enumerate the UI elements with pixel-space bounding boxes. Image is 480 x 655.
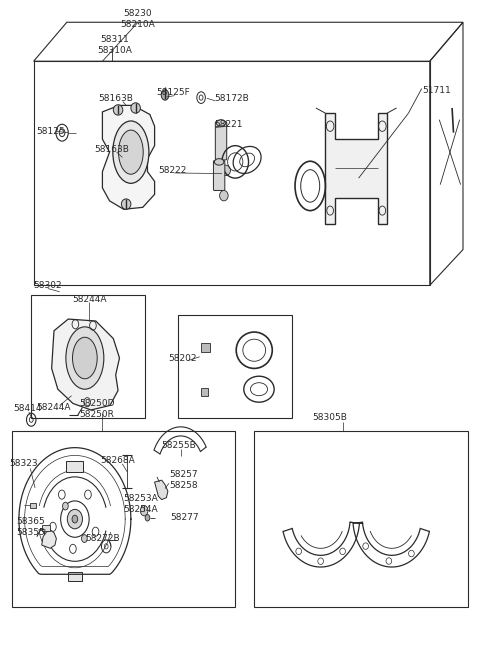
FancyBboxPatch shape xyxy=(214,160,225,191)
Bar xyxy=(31,295,145,419)
Text: 58202: 58202 xyxy=(168,354,196,363)
Text: 51711: 51711 xyxy=(423,86,451,95)
Ellipse shape xyxy=(215,159,224,165)
Polygon shape xyxy=(52,319,120,410)
Bar xyxy=(68,572,82,582)
Text: 58163B: 58163B xyxy=(98,94,133,103)
Bar xyxy=(201,388,208,396)
Ellipse shape xyxy=(67,510,83,529)
Ellipse shape xyxy=(216,120,226,126)
Ellipse shape xyxy=(72,337,97,379)
Bar xyxy=(66,460,84,472)
Text: 58268A: 58268A xyxy=(100,456,135,465)
Ellipse shape xyxy=(140,506,148,516)
Text: 58365
58355: 58365 58355 xyxy=(16,517,45,537)
Polygon shape xyxy=(102,105,155,210)
Ellipse shape xyxy=(82,534,87,542)
Text: 58302: 58302 xyxy=(34,281,62,290)
Text: 58244A: 58244A xyxy=(37,403,71,412)
Ellipse shape xyxy=(62,502,68,510)
Ellipse shape xyxy=(66,327,104,389)
Ellipse shape xyxy=(119,130,143,174)
FancyBboxPatch shape xyxy=(216,122,227,160)
Text: 58414: 58414 xyxy=(13,404,42,413)
Ellipse shape xyxy=(145,515,150,521)
Text: 58125: 58125 xyxy=(36,127,64,136)
Text: 58221: 58221 xyxy=(214,121,242,130)
Polygon shape xyxy=(42,530,56,548)
Text: 58163B: 58163B xyxy=(95,145,129,154)
Text: 58305B: 58305B xyxy=(312,413,348,422)
Text: 58255B: 58255B xyxy=(161,441,196,450)
Polygon shape xyxy=(155,480,168,500)
Text: 58323: 58323 xyxy=(9,459,37,468)
Text: 58257
58258: 58257 58258 xyxy=(169,470,197,490)
Text: 58222: 58222 xyxy=(158,166,187,176)
Text: 58244A: 58244A xyxy=(72,295,107,304)
Ellipse shape xyxy=(221,165,230,176)
Bar xyxy=(201,343,210,352)
Text: 58311
58310A: 58311 58310A xyxy=(97,35,132,55)
Text: 58277: 58277 xyxy=(170,513,198,521)
Text: 58272B: 58272B xyxy=(85,534,120,543)
Ellipse shape xyxy=(131,103,140,113)
Bar xyxy=(30,503,36,508)
Ellipse shape xyxy=(113,121,149,183)
Text: 58230
58210A: 58230 58210A xyxy=(120,9,156,29)
Polygon shape xyxy=(325,113,387,223)
Bar xyxy=(12,432,235,607)
Ellipse shape xyxy=(113,105,123,115)
Text: 58125F: 58125F xyxy=(156,88,191,97)
Ellipse shape xyxy=(72,515,78,523)
Ellipse shape xyxy=(219,191,228,201)
Bar xyxy=(254,432,468,607)
Text: 58250D
58250R: 58250D 58250R xyxy=(79,399,114,419)
Text: 58253A
58254A: 58253A 58254A xyxy=(123,494,158,514)
Text: 58172B: 58172B xyxy=(214,94,249,103)
Bar xyxy=(42,525,50,531)
Bar xyxy=(179,314,292,419)
Ellipse shape xyxy=(121,199,131,210)
Ellipse shape xyxy=(161,90,169,100)
